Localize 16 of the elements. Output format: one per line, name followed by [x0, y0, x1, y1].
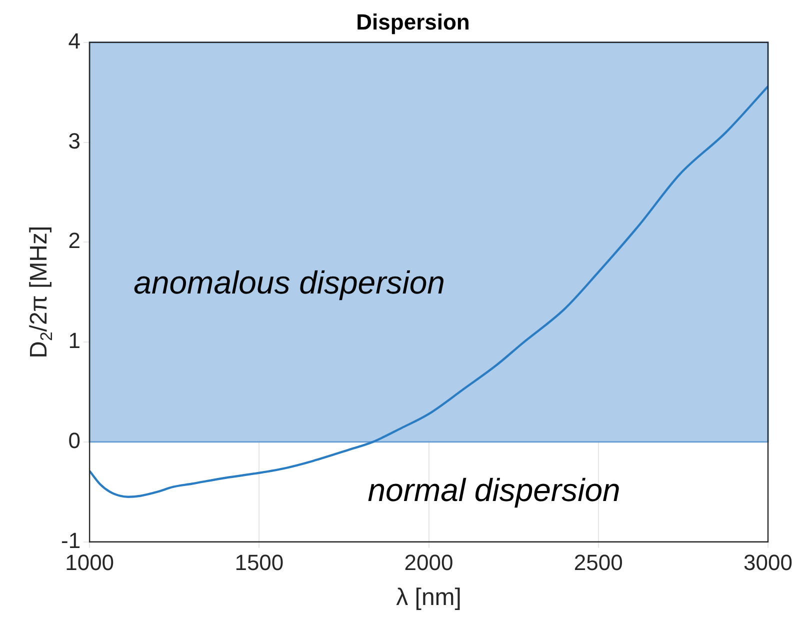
x-tick-label: 3000 [744, 550, 792, 576]
x-tick-label: 2000 [404, 550, 454, 576]
y-tick-label: 3 [68, 128, 81, 154]
y-axis-title: D2/2π [MHz] [26, 226, 56, 358]
annotation: anomalous dispersion [134, 264, 445, 301]
x-tick-label: 1500 [234, 550, 284, 576]
x-tick-label: 1000 [65, 550, 114, 576]
y-tick-label: 0 [68, 428, 81, 453]
x-axis-title: λ [nm] [396, 584, 462, 612]
y-tick-label: -1 [61, 528, 81, 553]
y-tick-label: 4 [68, 28, 81, 54]
x-tick-label: 2500 [574, 550, 623, 576]
chart-title: Dispersion [356, 9, 470, 34]
y-tick-label: 2 [68, 228, 81, 254]
annotation: normal dispersion [368, 472, 620, 508]
y-tick-label: 1 [68, 328, 81, 354]
